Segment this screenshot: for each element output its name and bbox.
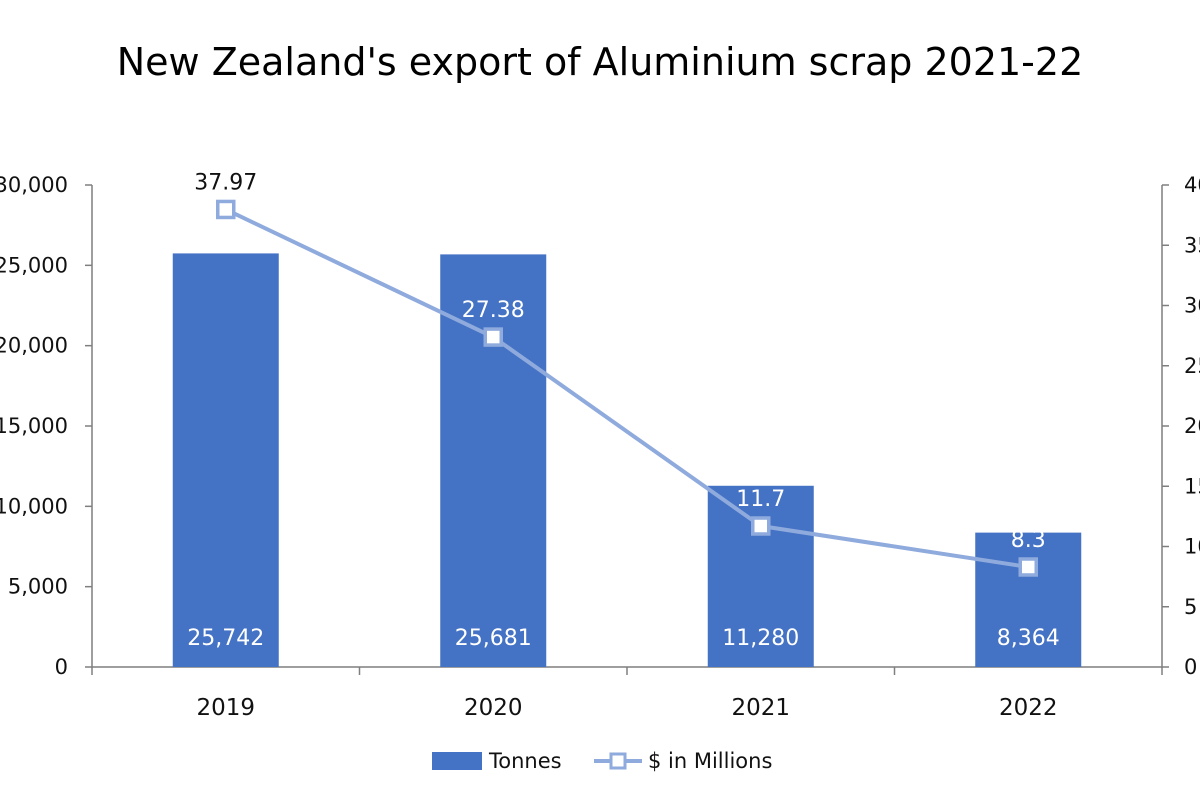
bar-value-label: 25,742 [187,626,264,651]
line-point [216,199,236,220]
y-left-tick-label: 5,000 [8,575,68,599]
y-right-tick-label: 10 [1184,535,1200,559]
y-left-tick-label: 15,000 [0,414,68,438]
bar-value-label: 11,280 [722,626,799,651]
legend: Tonnes $ in Millions [432,749,772,773]
line-point [751,516,771,536]
y-left-tick-label: 20,000 [0,334,68,358]
y-left-tick-label: 0 [55,655,68,679]
bars: 25,742 25,681 11,280 8,364 [172,253,1082,667]
line-point [483,327,503,347]
bar [172,253,279,667]
bar [440,254,547,667]
y-left-tick-label: 25,000 [0,253,68,277]
line-point [1018,557,1038,577]
bar [975,532,1082,667]
y-right-tick-label: 15 [1184,474,1200,498]
chart-title: New Zealand's export of Aluminium scrap … [116,40,1084,84]
line-series: 37.97 27.38 11.7 8.3 [194,170,1046,577]
line-value-label: 8.3 [1011,528,1046,553]
y-left-tick-label: 10,000 [0,494,68,518]
legend-marker-millions [609,752,627,770]
line-value-label: 37.97 [194,170,257,195]
y-left-tick-label: 30,000 [0,173,68,197]
bar [707,485,814,667]
x-tick-label: 2022 [999,695,1058,721]
y-right-tick-label: 5 [1184,595,1197,619]
line-path [224,207,1029,569]
legend-label-tonnes: Tonnes [488,749,562,773]
y-right-tick-label: 20 [1184,414,1200,438]
bar-value-label: 8,364 [997,626,1060,651]
line-value-label: 27.38 [462,298,525,323]
bar-value-label: 25,681 [455,626,532,651]
x-tick-label: 2019 [196,695,255,721]
legend-swatch-tonnes [432,752,482,770]
y-right-tick-label: 35 [1184,233,1200,257]
y-right-tick-label: 30 [1184,294,1200,318]
y-right-tick-label: 40 [1184,173,1200,197]
x-tick-label: 2021 [731,695,790,721]
line-value-label: 11.7 [736,487,785,512]
y-right-tick-label: 0 [1184,655,1197,679]
legend-label-millions: $ in Millions [648,749,772,773]
y-right-tick-label: 25 [1184,354,1200,378]
x-tick-label: 2020 [464,695,523,721]
